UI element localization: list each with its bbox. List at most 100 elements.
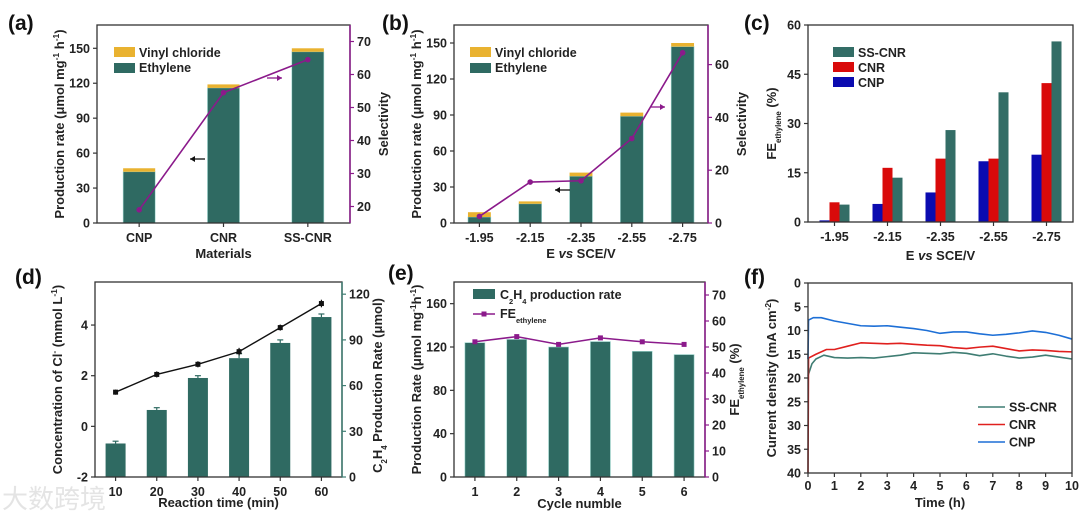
right-tick-label: 50 (712, 341, 726, 355)
x-tick-label: -2.75 (668, 231, 697, 245)
left-axis-arrow-head (190, 156, 195, 162)
label-segment: C (370, 463, 385, 473)
panel-a: 0 30 60 90 120 150 20 30 40 50 60 70 CNP CNR SS-CNR Vin… (8, 12, 391, 261)
x-tick-label: 6 (963, 479, 970, 493)
legend-swatch-ethylene (470, 63, 491, 73)
panel-label: (c) (744, 12, 770, 35)
left-tick-label: 0 (81, 420, 88, 434)
label-segment: Selectivity (376, 91, 391, 156)
label-segment: C (500, 288, 509, 302)
legend-swatch-vinyl-chloride (470, 47, 491, 57)
label-segment: E (906, 248, 918, 263)
label-segment: 4 (522, 297, 527, 306)
bar-vinyl-chloride (207, 84, 240, 88)
left-tick-label: 15 (787, 166, 801, 180)
bar-c2h4-production (229, 358, 250, 477)
y2-axis-title: C2H4 Production Rate (μmol) (370, 298, 389, 473)
left-tick-label: 2 (81, 369, 88, 383)
legend-label-cnr: CNR (858, 61, 885, 75)
right-axis-arrow-head (277, 75, 282, 81)
label-segment: 4 (380, 445, 389, 450)
x-tick-label: 50 (273, 485, 287, 499)
x-tick-label: 5 (639, 485, 646, 499)
label-segment: Concentration of Cl (50, 354, 65, 475)
x-axis-title: Cycle numble (537, 496, 622, 511)
left-tick-label: 30 (787, 117, 801, 131)
x-tick-label: -2.15 (873, 230, 902, 244)
panel-label: (a) (8, 12, 34, 35)
bar-ethylene (670, 46, 695, 224)
chloride-line (115, 302, 322, 393)
x-tick-label: CNP (126, 231, 152, 245)
label-segment: FE (764, 143, 779, 160)
x-tick-label: 2 (513, 485, 520, 499)
left-tick-label: 40 (787, 467, 801, 481)
selectivity-point (220, 89, 227, 96)
label-segment: SCE/V (573, 246, 616, 261)
y-axis-title: Production rate (μmol mg-1 h-1) (51, 29, 67, 218)
legend-label-vinyl-chloride: Vinyl chloride (139, 46, 221, 60)
label-segment: -1 (49, 289, 59, 297)
bar-vinyl-chloride (123, 168, 156, 172)
label-segment: 2 (380, 459, 389, 464)
right-tick-label: 0 (715, 217, 722, 231)
left-tick-label: 150 (69, 42, 90, 56)
left-tick-label: 150 (426, 37, 447, 51)
bar-ss-cnr (892, 177, 903, 222)
label-segment: ethylene (516, 316, 546, 325)
label-segment: production rate (526, 288, 621, 302)
right-tick-label: 40 (715, 111, 729, 125)
selectivity-point (305, 56, 311, 63)
x-axis-title: Time (h) (915, 495, 965, 510)
left-tick-label: 120 (69, 77, 90, 91)
label-segment: H (370, 450, 385, 459)
left-tick-label: 0 (794, 277, 801, 291)
right-tick-label: 30 (712, 393, 726, 407)
selectivity-point (476, 213, 483, 220)
y-axis-title: Production rate (μmol mg-1 h-1) (408, 29, 424, 218)
y-axis-title: FEethylene (%) (764, 87, 783, 159)
panel-f: 0 5 10 15 20 25 30 35 40 0 1 2 3 4 5 6 7 8 9 10 SS-CNR CNR CNP… (744, 266, 1079, 510)
legend-marker-fe (481, 311, 487, 317)
x-tick-label: 7 (989, 479, 996, 493)
x-axis-title: E vs SCE/V (906, 248, 976, 263)
label-segment: E (546, 246, 558, 261)
x-tick-label: 10 (109, 485, 123, 499)
bar-cnp (1031, 154, 1042, 222)
panel-b: 0 30 60 90 120 150 0 20 40 60 -1.95 -2.15 -2.35 -2.55… (382, 12, 749, 261)
x-tick-label: 9 (1042, 479, 1049, 493)
left-tick-label: 30 (76, 182, 90, 196)
bar-ss-cnr (1051, 41, 1062, 222)
bar-c2h4-production (673, 354, 695, 478)
left-tick-label: 5 (794, 300, 801, 314)
x-tick-label: 8 (1016, 479, 1023, 493)
x-tick-label: SS-CNR (284, 231, 332, 245)
y-axis-title: Current density (mA cm-2) (763, 299, 779, 458)
x-tick-label: -2.15 (516, 231, 545, 245)
selectivity-point (136, 207, 142, 213)
x-tick-label: 30 (191, 485, 205, 499)
left-tick-label: 160 (426, 297, 447, 311)
right-tick-label: 40 (357, 134, 371, 148)
right-tick-label: 40 (712, 367, 726, 381)
bar-ethylene (122, 171, 156, 224)
x-tick-label: -2.35 (567, 231, 596, 245)
label-segment: -1 (408, 33, 418, 41)
watermark: 大数跨境 (2, 484, 106, 514)
label-segment: (%) (727, 343, 742, 367)
bar-c2h4-production (311, 317, 332, 477)
right-tick-label: 30 (349, 425, 363, 439)
bar-vinyl-chloride (518, 201, 542, 204)
left-tick-label: 45 (787, 68, 801, 82)
label-segment: h (409, 41, 424, 53)
right-tick-label: 0 (349, 471, 356, 485)
label-segment: - (49, 351, 59, 354)
right-tick-label: 20 (357, 200, 371, 214)
legend-swatch-c2h4 (473, 289, 495, 299)
bar-c2h4-production (631, 351, 653, 478)
x-tick-label: 3 (884, 479, 891, 493)
x-tick-label: 40 (232, 485, 246, 499)
bar-ss-cnr (839, 204, 850, 222)
x-tick-label: 60 (314, 485, 328, 499)
x-tick-label: CNR (210, 231, 237, 245)
